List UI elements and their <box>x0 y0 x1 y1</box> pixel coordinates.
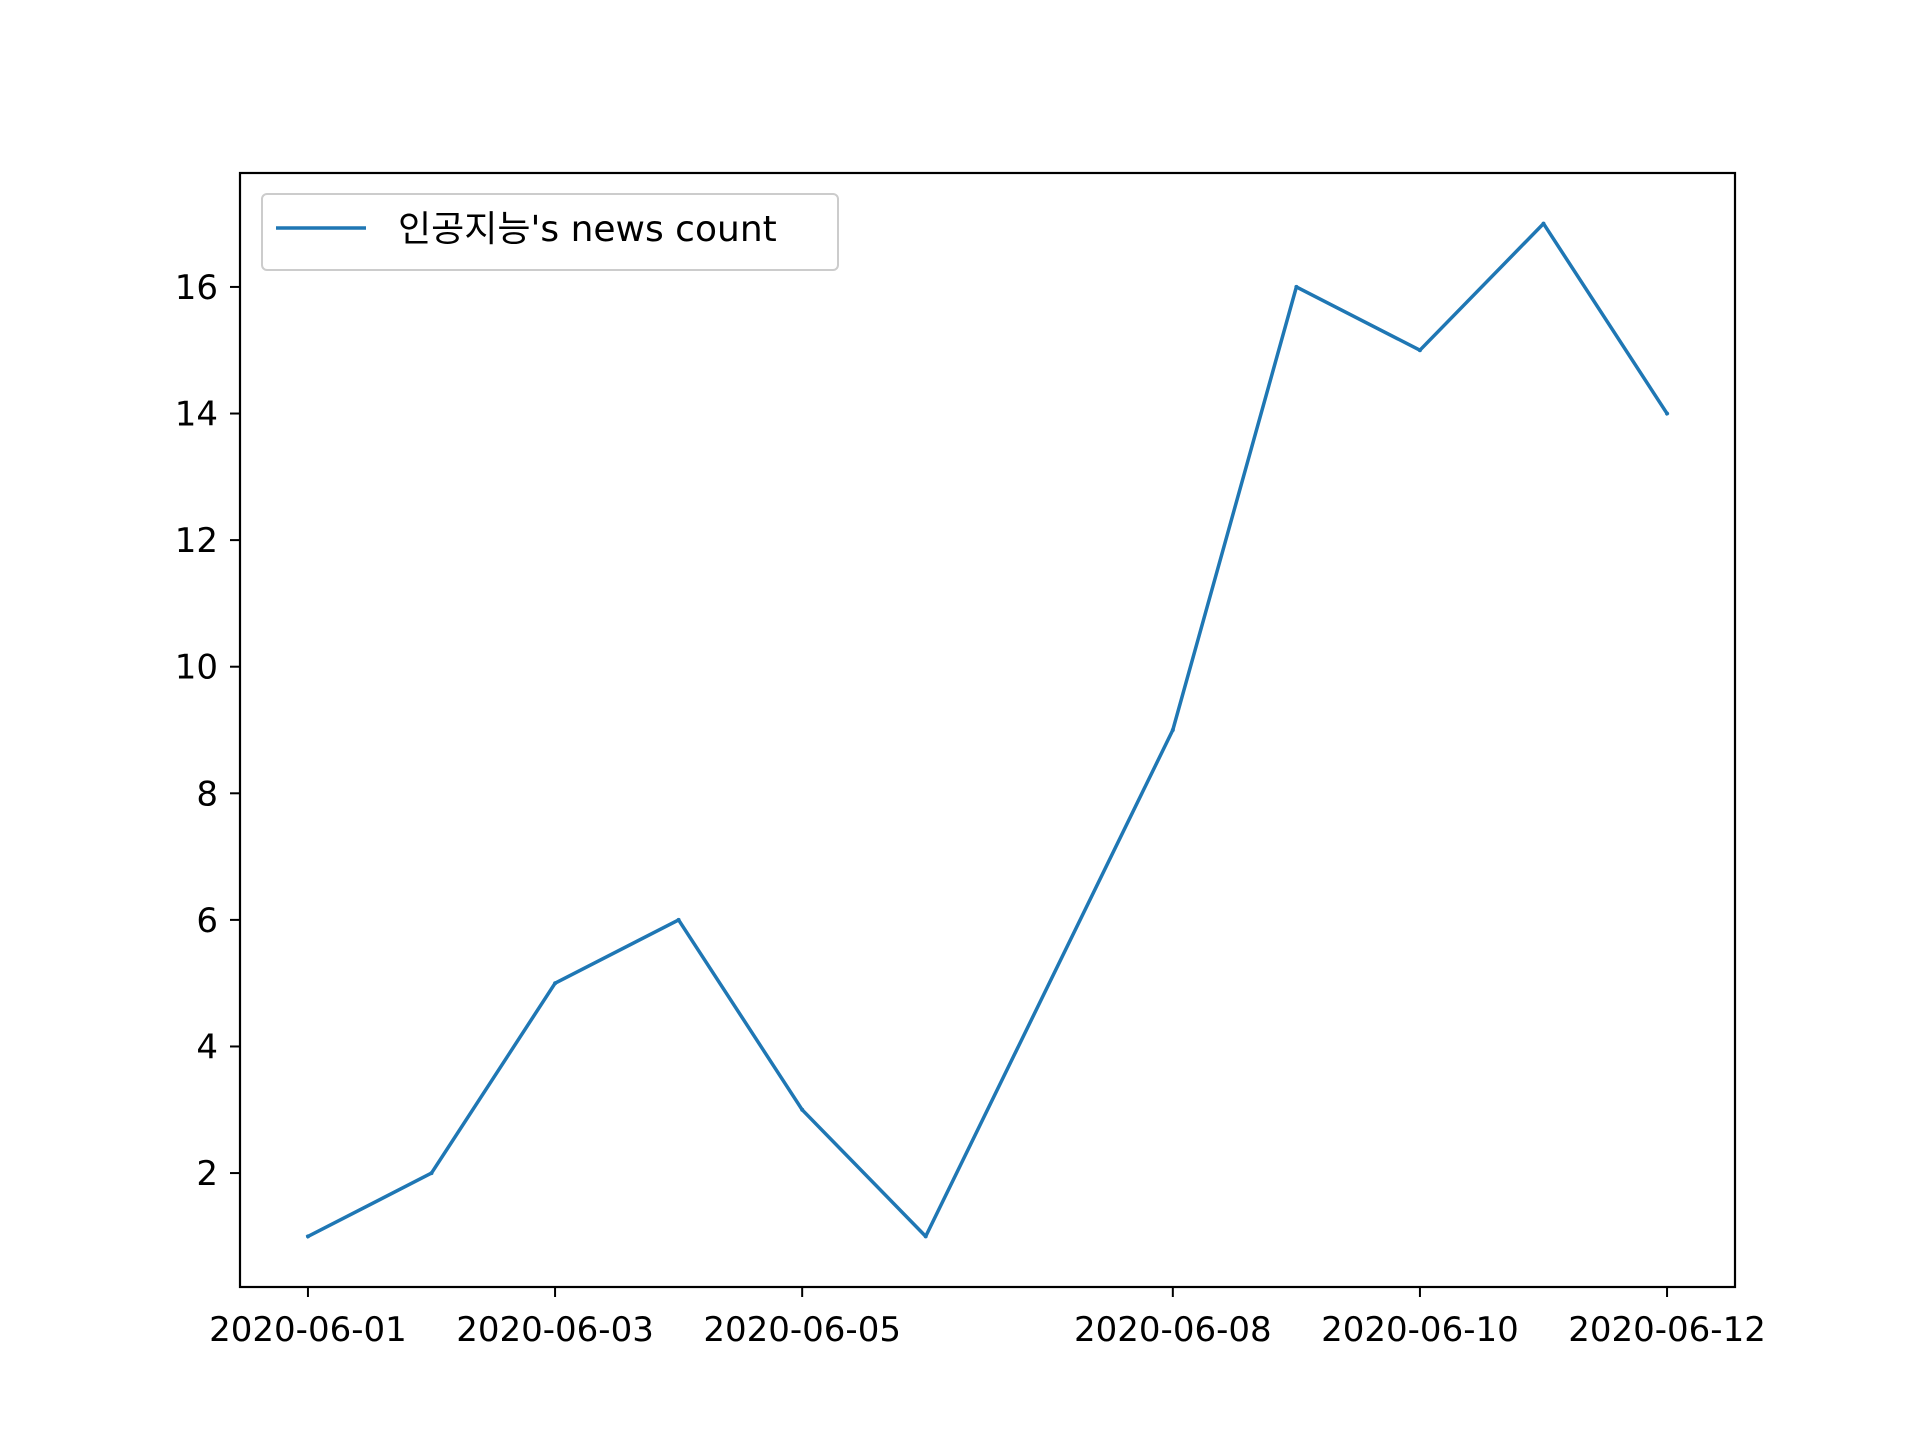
x-tick-label: 2020-06-03 <box>456 1310 654 1350</box>
x-tick-label: 2020-06-05 <box>703 1310 901 1350</box>
plot-frame <box>238 171 1737 1289</box>
y-tick-label: 8 <box>196 774 218 814</box>
data-point <box>553 981 558 986</box>
x-axis: 2020-06-01 2020-06-03 2020-06-05 2020-06-08… <box>209 1287 1766 1350</box>
y-tick-label: 10 <box>175 648 218 688</box>
data-point <box>1294 284 1299 289</box>
data-point <box>306 1234 310 1239</box>
x-tick-label: 2020-06-12 <box>1568 1310 1766 1350</box>
x-tick-label: 2020-06-01 <box>209 1310 407 1350</box>
data-point <box>1417 348 1422 353</box>
y-tick-label: 4 <box>196 1027 218 1067</box>
data-point <box>923 1234 928 1239</box>
x-tick-label: 2020-06-08 <box>1074 1310 1272 1350</box>
series-layer <box>305 221 1670 1239</box>
y-tick-label: 2 <box>196 1154 218 1194</box>
y-tick-label: 12 <box>175 521 218 561</box>
y-tick-label: 6 <box>196 901 218 941</box>
y-tick-label: 14 <box>175 395 218 435</box>
legend: 인공지능's news count <box>261 193 839 271</box>
legend-label: 인공지능's news count <box>398 209 777 250</box>
data-point <box>1170 728 1175 732</box>
legend-box <box>261 193 839 271</box>
y-axis: 2 4 6 8 10 12 14 16 <box>175 268 240 1194</box>
data-point <box>676 917 681 922</box>
data-point <box>1541 221 1546 226</box>
x-tick-label: 2020-06-10 <box>1321 1310 1519 1350</box>
data-point <box>429 1171 434 1176</box>
y-tick-label: 16 <box>175 268 218 308</box>
plot-area <box>240 173 1735 1287</box>
data-point <box>800 1107 805 1112</box>
data-point <box>1665 411 1669 416</box>
